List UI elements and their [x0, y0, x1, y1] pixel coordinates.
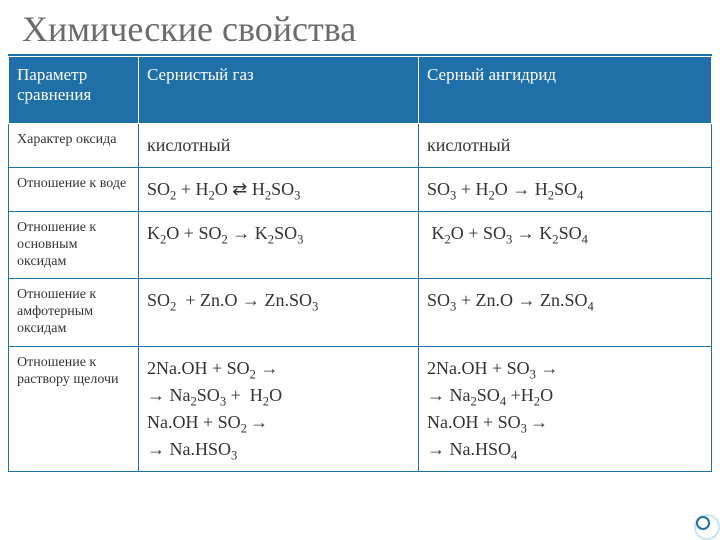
cell-param: Отношение к раствору щелочи: [9, 346, 139, 471]
cell-so3: SO3 + Zn.O → Zn.SO4: [419, 279, 712, 346]
corner-decoration-icon: [694, 514, 716, 536]
table-row: Отношение к воде SO2 + H2O ⇄ H2SO3 SO3 +…: [9, 168, 712, 212]
cell-so2: SO2 + Zn.O → Zn.SO3: [139, 279, 419, 346]
properties-table: Параметр сравнения Сернистый газ Серный …: [8, 56, 712, 472]
cell-so3: SO3 + H2O → H2SO4: [419, 168, 712, 212]
page-title: Химические свойства: [8, 0, 712, 56]
col-header-param: Параметр сравнения: [9, 57, 139, 124]
table-row: Отношение к амфотерным оксидам SO2 + Zn.…: [9, 279, 712, 346]
table-row: Отношение к основным оксидам K2O + SO2 →…: [9, 212, 712, 279]
cell-param: Характер оксида: [9, 124, 139, 168]
cell-so2: 2Na.OH + SO2 →→ Na2SO3 + H2ONa.OH + SO2 …: [139, 346, 419, 471]
cell-param: Отношение к амфотерным оксидам: [9, 279, 139, 346]
cell-so3: K2O + SO3 → K2SO4: [419, 212, 712, 279]
table-row: Отношение к раствору щелочи 2Na.OH + SO2…: [9, 346, 712, 471]
cell-so2: SO2 + H2O ⇄ H2SO3: [139, 168, 419, 212]
cell-so2: K2O + SO2 → K2SO3: [139, 212, 419, 279]
col-header-so3: Серный ангидрид: [419, 57, 712, 124]
cell-param: Отношение к основным оксидам: [9, 212, 139, 279]
cell-so2: кислотный: [139, 124, 419, 168]
cell-so3: 2Na.OH + SO3 →→ Na2SO4 +H2ONa.OH + SO3 →…: [419, 346, 712, 471]
cell-so3: кислотный: [419, 124, 712, 168]
table-row: Характер оксида кислотный кислотный: [9, 124, 712, 168]
cell-param: Отношение к воде: [9, 168, 139, 212]
table-header-row: Параметр сравнения Сернистый газ Серный …: [9, 57, 712, 124]
col-header-so2: Сернистый газ: [139, 57, 419, 124]
